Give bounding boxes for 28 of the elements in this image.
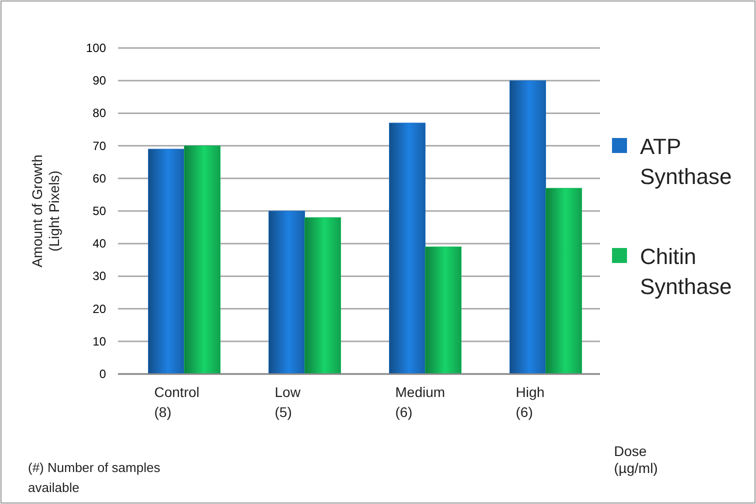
bar bbox=[546, 188, 582, 374]
y-tick-label: 10 bbox=[92, 334, 106, 348]
y-tick-label: 60 bbox=[92, 171, 106, 186]
legend-label: Chitin Synthase bbox=[640, 244, 732, 299]
x-tick-label: Low (5) bbox=[274, 384, 302, 420]
bar bbox=[304, 217, 341, 374]
y-tick-label: 0 bbox=[99, 367, 106, 381]
x-axis-title: Dose (µg/ml) bbox=[614, 443, 658, 476]
bar bbox=[268, 210, 305, 374]
y-tick-label: 30 bbox=[92, 269, 106, 284]
bar bbox=[510, 80, 546, 374]
text: (#) Number of samples available bbox=[28, 460, 161, 495]
bar bbox=[148, 148, 184, 374]
bar bbox=[389, 122, 426, 374]
x-tick-label: High (6) bbox=[516, 384, 545, 420]
y-axis-title: Amount of Growth (Light Pixels) bbox=[29, 154, 62, 268]
x-tick-label: Control (8) bbox=[154, 384, 200, 420]
y-tick-label: 80 bbox=[92, 106, 106, 120]
y-tick-label: 100 bbox=[86, 41, 106, 55]
y-tick-label: 20 bbox=[92, 302, 106, 316]
x-tick-label: Medium (6) bbox=[395, 384, 446, 420]
y-tick-label: 70 bbox=[92, 138, 106, 153]
bar bbox=[184, 146, 220, 374]
y-tick-label: 50 bbox=[92, 204, 106, 218]
legend-label: ATP Synthase bbox=[640, 134, 732, 189]
bar bbox=[425, 246, 462, 374]
y-tick-label: 40 bbox=[92, 236, 106, 251]
y-tick-label: 90 bbox=[92, 74, 106, 88]
